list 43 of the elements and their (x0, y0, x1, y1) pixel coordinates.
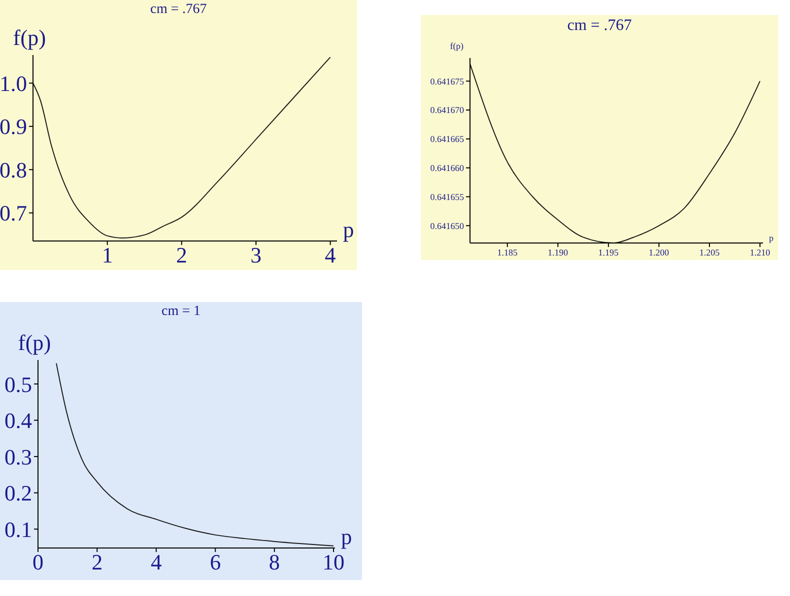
chart-title: cm = .767 (566, 17, 633, 35)
y-tick-label: 0.9 (0, 114, 27, 140)
x-tick-label: 1.205 (699, 247, 720, 258)
x-axis-title: p (769, 233, 774, 244)
y-tick-label: 0.641650 (430, 220, 464, 231)
x-axis-title: p (343, 216, 354, 243)
x-tick-label: 10 (322, 550, 345, 575)
y-tick-label: 0.2 (4, 480, 32, 506)
chart-title: cm = 1 (160, 304, 202, 320)
y-tick-label: 0.641665 (430, 134, 464, 144)
x-tick-label: 4 (150, 550, 162, 575)
line-series (470, 63, 760, 243)
x-axis-title: p (341, 524, 352, 550)
y-tick-label: 0.641670 (430, 105, 464, 116)
chart-title: cm = .767 (149, 2, 208, 18)
x-tick-label: 6 (210, 550, 221, 575)
y-tick-label: 0.641655 (430, 192, 464, 202)
y-tick-label: 0.641675 (430, 76, 464, 86)
y-tick-label: 0.1 (4, 516, 32, 542)
x-tick-label: 2 (176, 242, 188, 268)
y-axis-title: f(p) (13, 25, 46, 51)
y-axis-title: f(p) (450, 41, 464, 51)
y-tick-label: 1.0 (0, 70, 27, 96)
x-tick-label: 3 (250, 242, 262, 268)
line-series (33, 56, 331, 238)
y-axis-title: f(p) (18, 330, 51, 356)
x-tick-label: 0 (32, 550, 44, 575)
y-tick-label: 0.3 (4, 444, 32, 470)
x-tick-label: 2 (92, 550, 103, 575)
x-tick-label: 1.195 (598, 247, 620, 258)
y-tick-label: 0.8 (0, 157, 27, 182)
x-tick-label: 1.210 (750, 247, 771, 258)
y-tick-label: 0.5 (4, 372, 32, 397)
line-series (56, 362, 334, 546)
x-tick-label: 1.190 (548, 247, 569, 258)
y-tick-label: 0.7 (0, 200, 27, 226)
x-tick-label: 1.185 (497, 247, 518, 258)
y-tick-label: 0.641660 (430, 163, 464, 174)
x-tick-label: 1 (102, 242, 113, 268)
x-tick-label: 8 (268, 550, 280, 575)
y-tick-label: 0.4 (4, 408, 32, 434)
x-tick-label: 4 (324, 242, 336, 268)
x-tick-label: 1.200 (648, 247, 670, 258)
